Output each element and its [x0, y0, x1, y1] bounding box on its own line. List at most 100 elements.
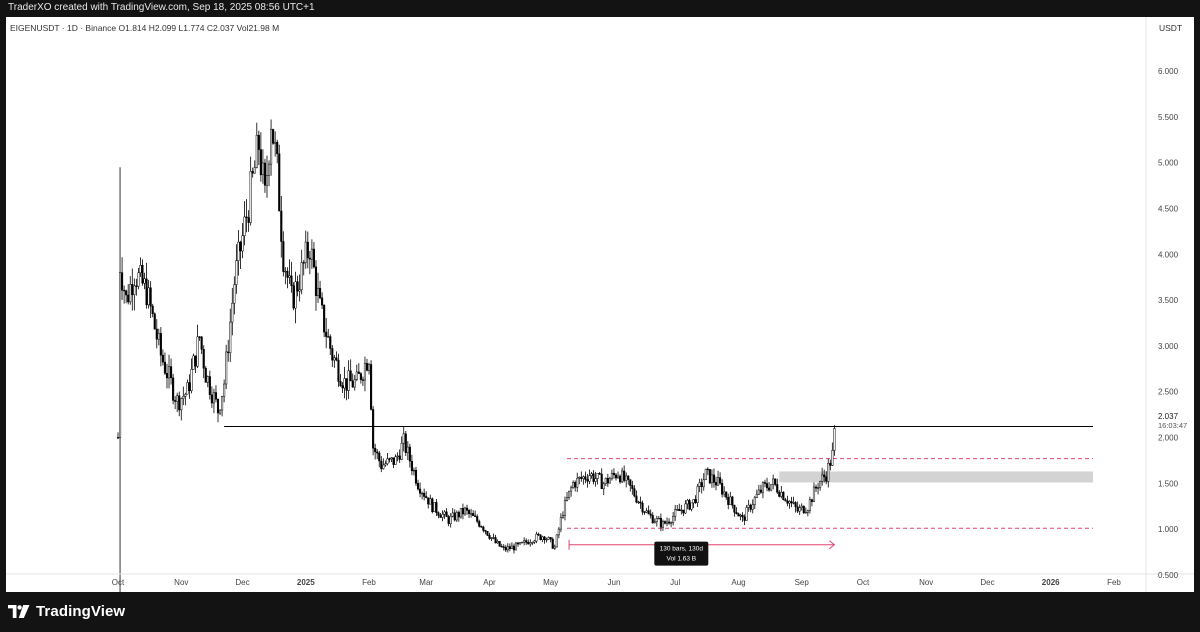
candle	[545, 537, 548, 543]
candle-body	[516, 542, 520, 545]
candle-body	[608, 478, 611, 484]
candle	[817, 482, 820, 495]
candle-body	[416, 483, 420, 490]
candle-body	[204, 367, 207, 383]
candle	[357, 363, 360, 374]
candle	[561, 511, 564, 519]
candle-body	[741, 514, 744, 518]
candle-body	[504, 547, 507, 551]
candle-body	[755, 493, 758, 498]
candle	[174, 396, 177, 410]
candle	[367, 362, 371, 375]
candle-body	[302, 262, 305, 264]
candle	[690, 502, 693, 512]
candle-body	[625, 475, 628, 481]
candle	[394, 454, 397, 465]
candle-body	[563, 500, 567, 516]
candle	[147, 279, 150, 309]
candle-body	[341, 385, 344, 389]
candle-body	[672, 515, 675, 523]
candle	[706, 467, 709, 476]
candle	[170, 358, 173, 385]
candle	[696, 483, 699, 507]
candle-body	[423, 492, 426, 497]
candle	[772, 474, 775, 490]
candle-body	[535, 533, 538, 542]
candle-body	[586, 479, 589, 482]
candle-body	[363, 363, 367, 381]
candle	[267, 160, 271, 187]
candle	[127, 284, 130, 305]
candle-body	[719, 477, 722, 484]
candle-body	[574, 482, 577, 488]
candle	[582, 475, 585, 485]
candle-body	[376, 451, 379, 454]
candle-body	[661, 521, 664, 528]
chart-panel[interactable]: 130 bars, 130d Vol 1.63 B 0.500 1.000 1.500…	[6, 17, 1194, 592]
y-tick-label: 4.000	[1158, 250, 1179, 259]
candle-body	[486, 531, 489, 536]
candle	[163, 352, 166, 375]
candle-body	[243, 216, 246, 236]
tradingview-brand[interactable]: TradingView	[8, 603, 125, 620]
candle-body	[678, 509, 681, 512]
candle-body	[829, 462, 832, 466]
candle-body	[561, 515, 564, 518]
candle	[810, 498, 813, 507]
candle-body	[402, 433, 405, 444]
candle-body	[188, 382, 191, 391]
candle-body	[753, 497, 756, 505]
candle	[243, 201, 246, 246]
candle	[141, 259, 144, 286]
candle	[443, 510, 446, 519]
candle-body	[229, 321, 232, 354]
candle-body	[512, 545, 515, 551]
candle	[290, 261, 293, 293]
candle-body	[692, 499, 695, 504]
price-chart[interactable]: 130 bars, 130d Vol 1.63 B 0.500 1.000 1.500…	[6, 17, 1194, 592]
candle	[694, 495, 697, 504]
candle-body	[631, 485, 634, 489]
candle-body	[557, 528, 560, 536]
candle-body	[145, 278, 148, 306]
candle	[649, 509, 652, 519]
candle	[802, 505, 805, 514]
candle-body	[308, 257, 311, 260]
candle	[500, 543, 503, 548]
candle	[296, 275, 299, 297]
candle	[457, 510, 460, 522]
candle-body	[202, 349, 205, 369]
candle-body	[572, 482, 575, 489]
candle-body	[717, 477, 720, 486]
candle-body	[365, 363, 369, 371]
candle-body	[833, 428, 836, 451]
candle-body	[331, 348, 334, 361]
candle-body	[598, 473, 601, 475]
candle-body	[137, 272, 140, 287]
candle	[612, 468, 616, 479]
candle	[235, 244, 238, 294]
symbol-info: EIGENUSDT · 1D · Binance O1.814 H2.099 L…	[10, 23, 279, 33]
candle	[529, 539, 532, 547]
candle-body	[116, 437, 120, 439]
candle-body	[470, 513, 473, 515]
candle	[553, 544, 556, 550]
candle-body	[361, 379, 364, 381]
candle-body	[539, 534, 542, 540]
candle-body	[394, 456, 397, 465]
candle-body	[367, 364, 371, 371]
candle	[482, 525, 485, 533]
candle-body	[788, 501, 791, 504]
candle-body	[319, 287, 322, 299]
candle	[749, 503, 752, 513]
candle	[651, 512, 654, 524]
candle-body	[541, 536, 544, 540]
candle-body	[406, 446, 409, 453]
candle-body	[708, 469, 711, 484]
candle-body	[653, 521, 656, 524]
candle	[680, 504, 683, 515]
candle-body	[817, 487, 820, 489]
candle	[447, 514, 450, 527]
candle-body	[537, 533, 540, 536]
candle-body	[655, 518, 658, 523]
